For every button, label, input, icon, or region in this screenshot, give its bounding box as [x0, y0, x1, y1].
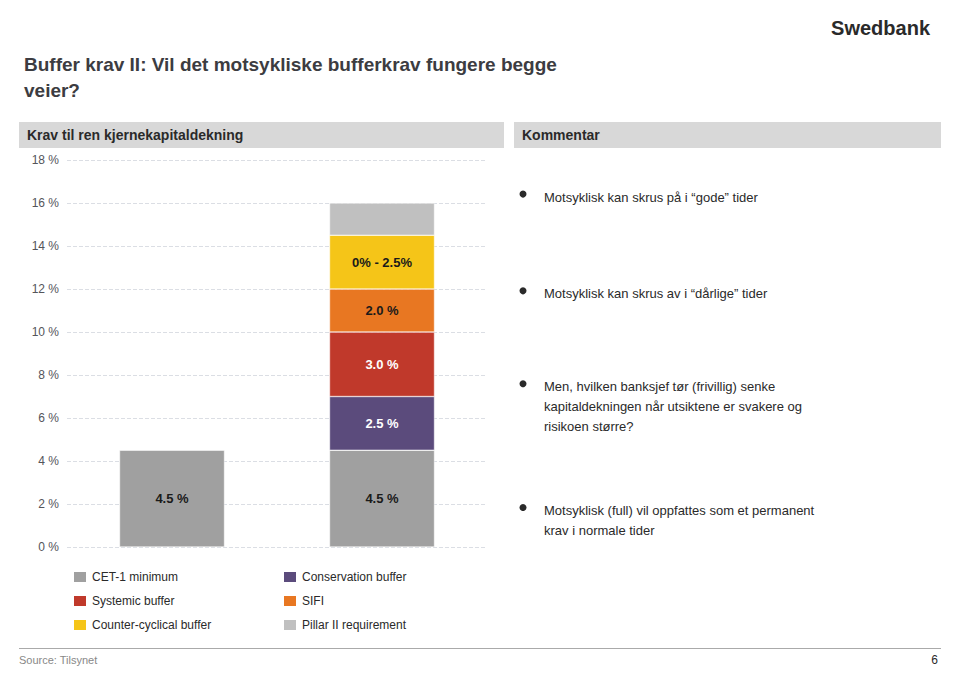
svg-text:2 %: 2 % [38, 497, 59, 511]
svg-text:2.0 %: 2.0 % [365, 303, 399, 318]
svg-text:10 %: 10 % [32, 325, 60, 339]
svg-text:0 %: 0 % [38, 540, 59, 554]
svg-text:CET-1 minimum: CET-1 minimum [92, 570, 178, 584]
svg-text:veier?: veier? [24, 80, 80, 101]
svg-text:SIFI: SIFI [302, 594, 324, 608]
svg-text:18 %: 18 % [32, 153, 60, 167]
svg-text:Pillar II requirement: Pillar II requirement [302, 618, 407, 632]
svg-text:8 %: 8 % [38, 368, 59, 382]
svg-text:14 %: 14 % [32, 239, 60, 253]
svg-text:kapitaldekningen når utsiktene: kapitaldekningen når utsiktene er svaker… [544, 399, 802, 414]
svg-text:4 %: 4 % [38, 454, 59, 468]
svg-text:Counter-cyclical buffer: Counter-cyclical buffer [92, 618, 211, 632]
svg-text:Source: Tilsynet: Source: Tilsynet [19, 654, 97, 666]
svg-text:Krav til ren kjernekapitaldekn: Krav til ren kjernekapitaldekning [27, 127, 243, 143]
svg-text:4.5 %: 4.5 % [365, 491, 399, 506]
svg-text:risikoen større?: risikoen større? [544, 419, 634, 434]
svg-text:Kommentar: Kommentar [522, 127, 600, 143]
svg-text:6 %: 6 % [38, 411, 59, 425]
svg-text:4.5 %: 4.5 % [155, 491, 189, 506]
svg-text:krav i normale tider: krav i normale tider [544, 523, 655, 538]
svg-text:0% - 2.5%: 0% - 2.5% [352, 255, 412, 270]
svg-text:Motsyklisk kan skrus på i “god: Motsyklisk kan skrus på i “gode” tider [544, 190, 759, 205]
svg-text:Conservation buffer: Conservation buffer [302, 570, 407, 584]
svg-text:Systemic buffer: Systemic buffer [92, 594, 174, 608]
svg-text:6: 6 [931, 653, 938, 667]
svg-text:Motsyklisk (full) vil oppfatte: Motsyklisk (full) vil oppfattes som et p… [544, 503, 815, 518]
svg-text:12 %: 12 % [32, 282, 60, 296]
svg-text:3.0 %: 3.0 % [365, 357, 399, 372]
svg-text:16 %: 16 % [32, 196, 60, 210]
svg-text:Buffer krav II: Vil det motsyk: Buffer krav II: Vil det motsykliske buff… [24, 54, 557, 75]
svg-text:Men, hvilken banksjef tør (fri: Men, hvilken banksjef tør (frivillig) se… [544, 379, 775, 394]
svg-text:Swedbank: Swedbank [831, 17, 931, 39]
svg-text:2.5 %: 2.5 % [365, 416, 399, 431]
svg-text:Motsyklisk kan skrus av i “dår: Motsyklisk kan skrus av i “dårlige” tide… [544, 286, 768, 301]
